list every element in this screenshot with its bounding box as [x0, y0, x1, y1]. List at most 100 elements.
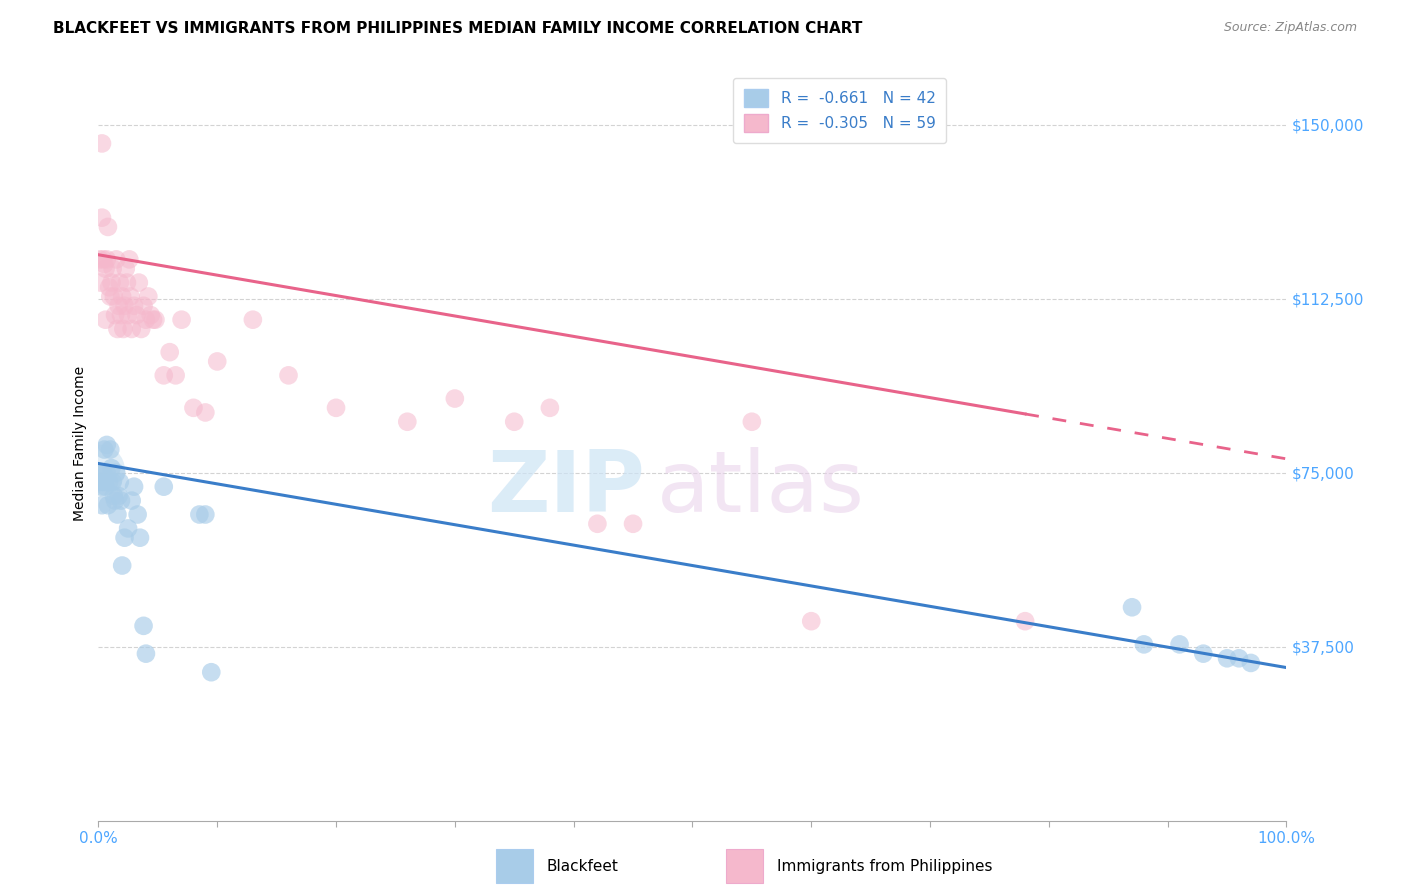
Point	[145, 312, 167, 326]
Point	[621, 516, 644, 531]
Point	[188, 508, 211, 522]
Point	[110, 493, 132, 508]
Point	[1121, 600, 1143, 615]
Point	[97, 498, 120, 512]
Point	[142, 312, 165, 326]
Point	[98, 280, 121, 294]
Point	[1168, 637, 1191, 651]
Point	[108, 276, 131, 290]
Point	[115, 276, 138, 290]
Point	[103, 489, 125, 503]
Point	[96, 252, 118, 267]
Text: atlas: atlas	[657, 448, 865, 531]
Point	[111, 289, 134, 303]
Point	[107, 489, 129, 503]
Point	[117, 308, 139, 322]
Point	[104, 308, 127, 322]
Point	[91, 466, 114, 480]
Point	[122, 299, 145, 313]
Point	[325, 401, 347, 415]
Point	[152, 480, 174, 494]
Point	[139, 308, 162, 322]
Point	[91, 136, 114, 151]
Text: Blackfeet: Blackfeet	[547, 859, 619, 873]
Point	[96, 438, 118, 452]
Point	[586, 516, 609, 531]
Point	[118, 252, 141, 267]
Point	[135, 647, 157, 661]
Point	[89, 252, 111, 267]
Point	[129, 531, 152, 545]
Point	[87, 463, 110, 477]
Point	[100, 276, 122, 290]
Point	[207, 354, 229, 368]
Y-axis label: Median Family Income: Median Family Income	[73, 367, 87, 521]
Point	[194, 405, 217, 419]
Point	[1192, 647, 1215, 661]
Point	[120, 289, 142, 303]
Point	[741, 415, 763, 429]
Point	[107, 299, 129, 313]
Point	[98, 289, 121, 303]
Point	[1240, 656, 1263, 670]
Point	[108, 475, 131, 489]
Point	[94, 480, 117, 494]
Point	[89, 466, 111, 480]
Point	[396, 415, 419, 429]
Point	[101, 261, 124, 276]
Point	[98, 442, 121, 457]
Point	[132, 299, 155, 313]
Point	[90, 475, 112, 489]
Point	[444, 392, 467, 406]
Point	[152, 368, 174, 383]
Point	[93, 442, 115, 457]
Point	[170, 312, 193, 326]
Text: ZIP: ZIP	[488, 448, 645, 531]
Point	[111, 558, 134, 573]
Point	[122, 480, 145, 494]
Point	[100, 461, 122, 475]
Point	[97, 219, 120, 234]
Text: Source: ZipAtlas.com: Source: ZipAtlas.com	[1223, 21, 1357, 35]
Point	[136, 289, 159, 303]
Point	[105, 252, 128, 267]
FancyBboxPatch shape	[725, 849, 763, 883]
Point	[93, 257, 115, 271]
Point	[1227, 651, 1250, 665]
Point	[101, 475, 124, 489]
Point	[110, 308, 132, 322]
Point	[107, 322, 129, 336]
Point	[135, 312, 157, 326]
Point	[1216, 651, 1239, 665]
Point	[127, 508, 149, 522]
Point	[90, 276, 112, 290]
Point	[277, 368, 299, 383]
Point	[112, 322, 135, 336]
Point	[91, 252, 114, 267]
Point	[94, 261, 117, 276]
Point	[503, 415, 526, 429]
Point	[1133, 637, 1156, 651]
Point	[91, 211, 114, 225]
Point	[121, 322, 143, 336]
Point	[91, 480, 114, 494]
Point	[107, 508, 129, 522]
Point	[159, 345, 181, 359]
Point	[129, 322, 152, 336]
Legend: R =  -0.661   N = 42, R =  -0.305   N = 59: R = -0.661 N = 42, R = -0.305 N = 59	[734, 78, 946, 143]
Point	[128, 276, 150, 290]
Text: Immigrants from Philippines: Immigrants from Philippines	[776, 859, 993, 873]
Point	[98, 475, 121, 489]
Point	[132, 619, 155, 633]
Point	[105, 466, 128, 480]
Point	[125, 308, 148, 322]
Point	[1014, 614, 1036, 628]
Point	[242, 312, 264, 326]
Point	[183, 401, 205, 415]
Point	[114, 299, 136, 313]
Point	[93, 475, 115, 489]
Point	[114, 261, 136, 276]
Point	[94, 312, 117, 326]
Point	[96, 466, 118, 480]
Point	[91, 498, 114, 512]
